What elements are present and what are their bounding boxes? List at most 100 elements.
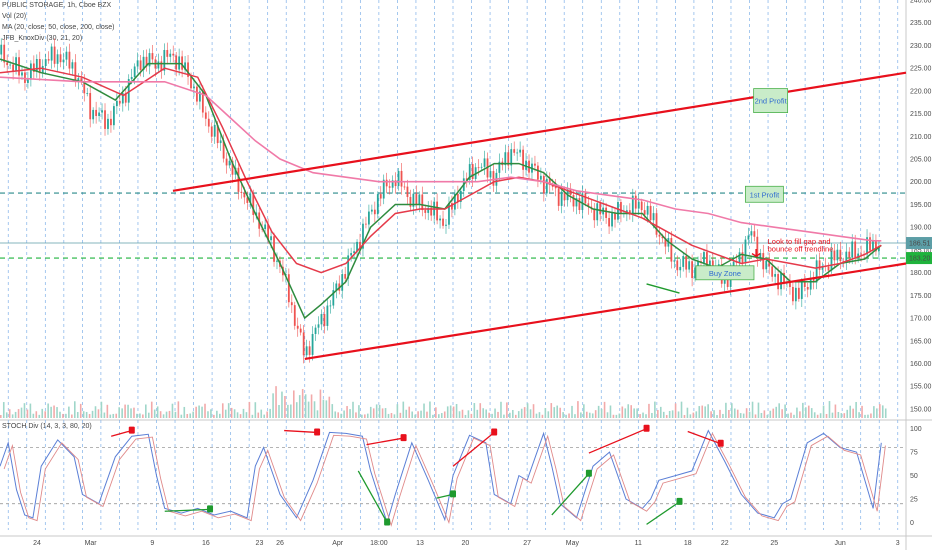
volume-bar — [198, 405, 200, 418]
volume-bar — [8, 409, 11, 418]
volume-bar — [2, 402, 5, 418]
volume-bar — [91, 410, 94, 418]
volume-bar — [195, 406, 197, 418]
y-tick-label: 210.00 — [910, 134, 932, 141]
x-tick-label: 18:00 — [370, 540, 388, 547]
volume-bar — [497, 411, 499, 418]
volume-bar — [366, 413, 369, 418]
candle-body — [797, 287, 800, 299]
divergence-marker — [676, 497, 683, 505]
stoch-y-tick-label: 50 — [910, 473, 918, 480]
candle-body — [765, 260, 768, 270]
candle-body — [747, 235, 750, 240]
candle-body — [851, 241, 854, 258]
candle-body — [169, 53, 172, 57]
bearish-divergence-line — [687, 430, 721, 445]
candle-body — [620, 202, 622, 215]
candle-body — [290, 302, 293, 306]
price-level-label: 183.20 — [909, 256, 931, 263]
volume-bar — [819, 413, 822, 418]
candle-body — [628, 210, 631, 215]
candle-body — [391, 180, 394, 188]
volume-bar — [452, 406, 455, 418]
y-tick-label: 230.00 — [910, 43, 932, 50]
candle-body — [777, 274, 779, 290]
candle-body — [812, 278, 815, 283]
knoxdiv-legend: JFB_KnoxDiv (30, 21, 20) — [2, 35, 83, 42]
candle-body — [412, 193, 415, 207]
candle-body — [270, 236, 272, 241]
volume-bar — [873, 406, 875, 418]
candle-body — [222, 140, 225, 159]
volume-bar — [541, 414, 544, 418]
divergence-marker — [384, 518, 391, 526]
volume-bar — [627, 404, 630, 418]
volume-bar — [704, 406, 706, 418]
candle-body — [249, 193, 252, 203]
y-tick-label: 170.00 — [910, 316, 932, 323]
volume-bar — [689, 414, 692, 418]
candle-body — [166, 49, 169, 57]
x-tick-label: 24 — [33, 540, 41, 547]
volume-bar — [133, 407, 135, 418]
volume-bar — [85, 411, 88, 418]
volume-bar — [207, 411, 209, 418]
volume-bar — [713, 410, 715, 418]
candle-body — [498, 161, 501, 173]
stoch-k-line — [0, 429, 882, 525]
candle-body — [691, 261, 694, 279]
volume-bar — [224, 409, 227, 418]
volume-bar — [449, 405, 452, 418]
x-tick-label: 9 — [150, 540, 154, 547]
volume-bar — [29, 403, 32, 418]
y-tick-label: 160.00 — [910, 361, 932, 368]
candle-body — [44, 59, 47, 67]
volume-bar — [645, 414, 647, 418]
volume-bar — [136, 413, 138, 418]
volume-bar — [784, 404, 786, 418]
candle-body — [516, 152, 519, 154]
volume-bar — [313, 401, 316, 418]
divergence-marker — [491, 428, 498, 436]
volume-bar — [432, 414, 434, 418]
volume-bar — [467, 410, 470, 418]
volume-bar — [139, 413, 141, 418]
volume-bar — [810, 408, 813, 418]
candle-body — [302, 332, 305, 356]
candle-body — [744, 239, 747, 264]
volume-bar — [343, 410, 345, 418]
candle-body — [118, 100, 121, 104]
volume-bar — [861, 405, 863, 418]
ma-line-200 — [0, 76, 882, 242]
volume-bar — [733, 408, 736, 418]
candle-body — [596, 203, 599, 221]
candle-body — [368, 211, 370, 225]
y-tick-label: 235.00 — [910, 20, 932, 27]
x-tick-label: 16 — [202, 540, 210, 547]
candle-body — [809, 278, 812, 290]
volume-bar — [227, 403, 230, 418]
candle-body — [771, 266, 774, 277]
volume-bar — [503, 414, 505, 418]
candle-body — [12, 64, 14, 72]
volume-bar — [393, 414, 396, 418]
volume-bar — [390, 413, 393, 418]
volume-bar — [754, 414, 757, 418]
candle-body — [664, 238, 667, 247]
volume-bar — [849, 405, 852, 418]
candle-body — [350, 253, 353, 256]
volume-bar — [692, 412, 695, 418]
volume-bar — [778, 403, 780, 418]
candle-body — [513, 149, 516, 153]
first-profit-label: 1st Profit — [750, 190, 781, 199]
volume-bar — [11, 414, 14, 418]
volume-bar — [745, 408, 748, 418]
x-tick-label: Jun — [834, 540, 845, 547]
candle-body — [599, 203, 602, 215]
candle-body — [104, 110, 106, 129]
candle-body — [453, 193, 456, 210]
candle-body — [655, 213, 658, 235]
candle-body — [243, 192, 246, 198]
candle-body — [376, 194, 379, 215]
